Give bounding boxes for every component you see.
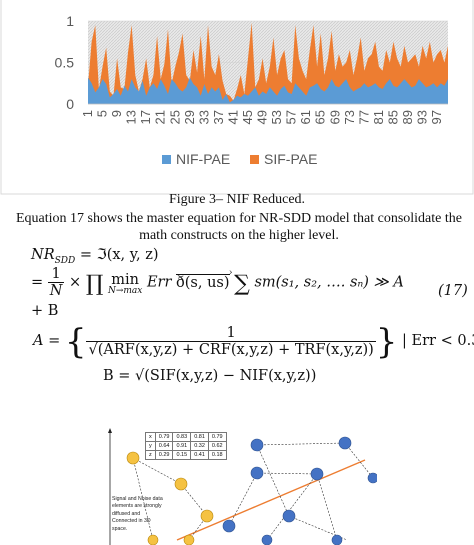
- legend-label: NIF-PAE: [176, 151, 230, 167]
- series-area-nif-pae: [88, 77, 448, 104]
- equation-nrsdd: NRSDD = ℑ(x, y, z): [31, 247, 159, 266]
- eq-a-brace-right: }: [375, 322, 398, 362]
- diagram-table-cell: 0.62: [207, 441, 227, 451]
- eq-a-condition: | Err < 0.3: [402, 333, 474, 349]
- diagram-table-cell: 0.79: [154, 432, 174, 442]
- diagram-table-row: y 0.64 0.91 0.32 0.62: [145, 441, 227, 451]
- x-tick-label: 85: [385, 110, 400, 124]
- diagram-table-row: x 0.79 0.83 0.81 0.79: [145, 432, 227, 442]
- equation-a: A = {1 √(ARF(x,y,z) + CRF(x,y,z) + TRF(x,…: [33, 322, 474, 362]
- x-tick-label: 45: [240, 110, 255, 124]
- series-area-sif-pae: [88, 22, 448, 104]
- diagram-table-cell: 0.41: [190, 450, 209, 460]
- chart-svg: 00.511 5 9 13 17 21 25 29 33 37 41 45 49 53 57 61 65 69 73…: [0, 0, 474, 195]
- x-tick-label: 49: [255, 110, 270, 124]
- eq-a-brace-left: {: [64, 322, 87, 362]
- diagram-table-cell: 0.29: [154, 450, 174, 460]
- eq-err: Err: [146, 274, 172, 291]
- legend-swatch-nif-pae: [162, 155, 171, 164]
- diagram-svg: [108, 428, 377, 545]
- eq-min-block: min N→max: [107, 271, 143, 297]
- diagram-table-cell: 0.64: [154, 441, 174, 451]
- diagram-table-cell: 0.91: [172, 441, 192, 451]
- x-tick-label: 29: [182, 110, 197, 124]
- y-tick-label: 0.5: [55, 55, 75, 71]
- diagram-table-row: z 0.29 0.15 0.41 0.18: [145, 450, 227, 460]
- eq-nr-rest: = ℑ(x, y, z): [75, 247, 159, 263]
- eq-nr-sub: SDD: [54, 255, 76, 266]
- x-tick-label: 33: [196, 110, 211, 124]
- diagram-table-cell: 0.15: [172, 450, 192, 460]
- x-tick-label: 57: [284, 110, 299, 124]
- x-tick-label: 97: [429, 110, 444, 124]
- eq-times: ×: [64, 274, 86, 291]
- equation-number: (17): [438, 283, 468, 299]
- eq-product: ∏: [85, 271, 104, 297]
- x-tick-label: 13: [124, 110, 139, 124]
- x-tick-label: 69: [327, 110, 342, 124]
- eq-plus-b: + B: [31, 303, 59, 319]
- legend-swatch-sif-pae: [250, 155, 259, 164]
- eq-a-fraction: 1 √(ARF(x,y,z) + CRF(x,y,z) + TRF(x,y,z)): [86, 325, 376, 358]
- equation-b: B = √(SIF(x,y,z) − NIF(x,y,z)): [103, 368, 317, 384]
- x-tick-label: 73: [342, 110, 357, 124]
- y-tick-label: 1: [66, 13, 74, 29]
- diagram-table: x 0.79 0.83 0.81 0.79 y 0.64 0.91 0.32 0.62 z 0.29 0…: [145, 432, 227, 460]
- x-tick-label: 41: [225, 110, 240, 124]
- x-tick-label: 21: [153, 110, 168, 124]
- eq-min: min: [111, 271, 140, 288]
- figure-diagram: x 0.79 0.83 0.81 0.79 y 0.64 0.91 0.32 0.62 z 0.29 0…: [107, 428, 377, 545]
- x-tick-label: 61: [298, 110, 313, 124]
- eq-vector: ð(s, us) ›: [176, 267, 233, 291]
- eq-a-lhs: A =: [33, 333, 61, 349]
- legend-label: SIF-PAE: [264, 151, 317, 167]
- x-tick-label: 9: [109, 110, 124, 117]
- x-tick-label: 65: [313, 110, 328, 124]
- eq-vector-text: ð(s, us): [176, 274, 230, 291]
- diagram-annotation: Signal and Noise data elements are stron…: [112, 496, 163, 532]
- diagram-table-cell: 0.79: [207, 432, 227, 442]
- diagram-table-cell: x: [145, 432, 156, 442]
- eq-a-num: 1: [86, 325, 376, 342]
- x-tick-label: 25: [167, 110, 182, 124]
- x-tick-label: 93: [415, 110, 430, 124]
- eq-equals: =: [31, 274, 44, 291]
- diagram-table-cell: 0.83: [172, 432, 192, 442]
- diagram-table-cell: 0.32: [190, 441, 209, 451]
- x-tick-label: 17: [138, 110, 153, 124]
- eq-sum: ∑: [234, 271, 250, 297]
- area-chart: 0 0.5 1 1 5 9 13 17 21 25 29 33 37 41 45 49 53 57 61 65 69 73…: [0, 0, 474, 198]
- eq-nr: NR: [31, 247, 55, 263]
- diagram-table-cell: z: [145, 450, 156, 460]
- diagram-table-cell: y: [145, 441, 156, 451]
- figure-caption: Figure 3– NIF Reduced.: [168, 192, 306, 207]
- x-tick-label: 81: [371, 110, 386, 124]
- eq-min-sub: N→max: [107, 285, 143, 296]
- x-tick-label: 1: [80, 110, 95, 117]
- x-tick-label: 5: [95, 110, 110, 117]
- eq-frac-den: N: [49, 283, 63, 299]
- chart-border: [0, 0, 474, 195]
- y-tick-label: 0: [66, 96, 74, 112]
- eq-sm: sm(s₁, s₂, …. sₙ) ≫ A: [254, 274, 404, 291]
- diagram-table-cell: 0.18: [207, 450, 227, 460]
- body-paragraph: Equation 17 shows the master equation fo…: [16, 211, 462, 243]
- x-tick-label: 77: [356, 110, 371, 124]
- x-tick-label: 89: [400, 110, 415, 124]
- diagram-table-cell: 0.81: [190, 432, 209, 442]
- x-tick-label: 37: [211, 110, 226, 124]
- x-tick-label: 53: [269, 110, 284, 124]
- eq-frac-num: 1: [47, 266, 65, 283]
- eq-a-den: √(ARF(x,y,z) + CRF(x,y,z) + TRF(x,y,z)): [88, 341, 374, 358]
